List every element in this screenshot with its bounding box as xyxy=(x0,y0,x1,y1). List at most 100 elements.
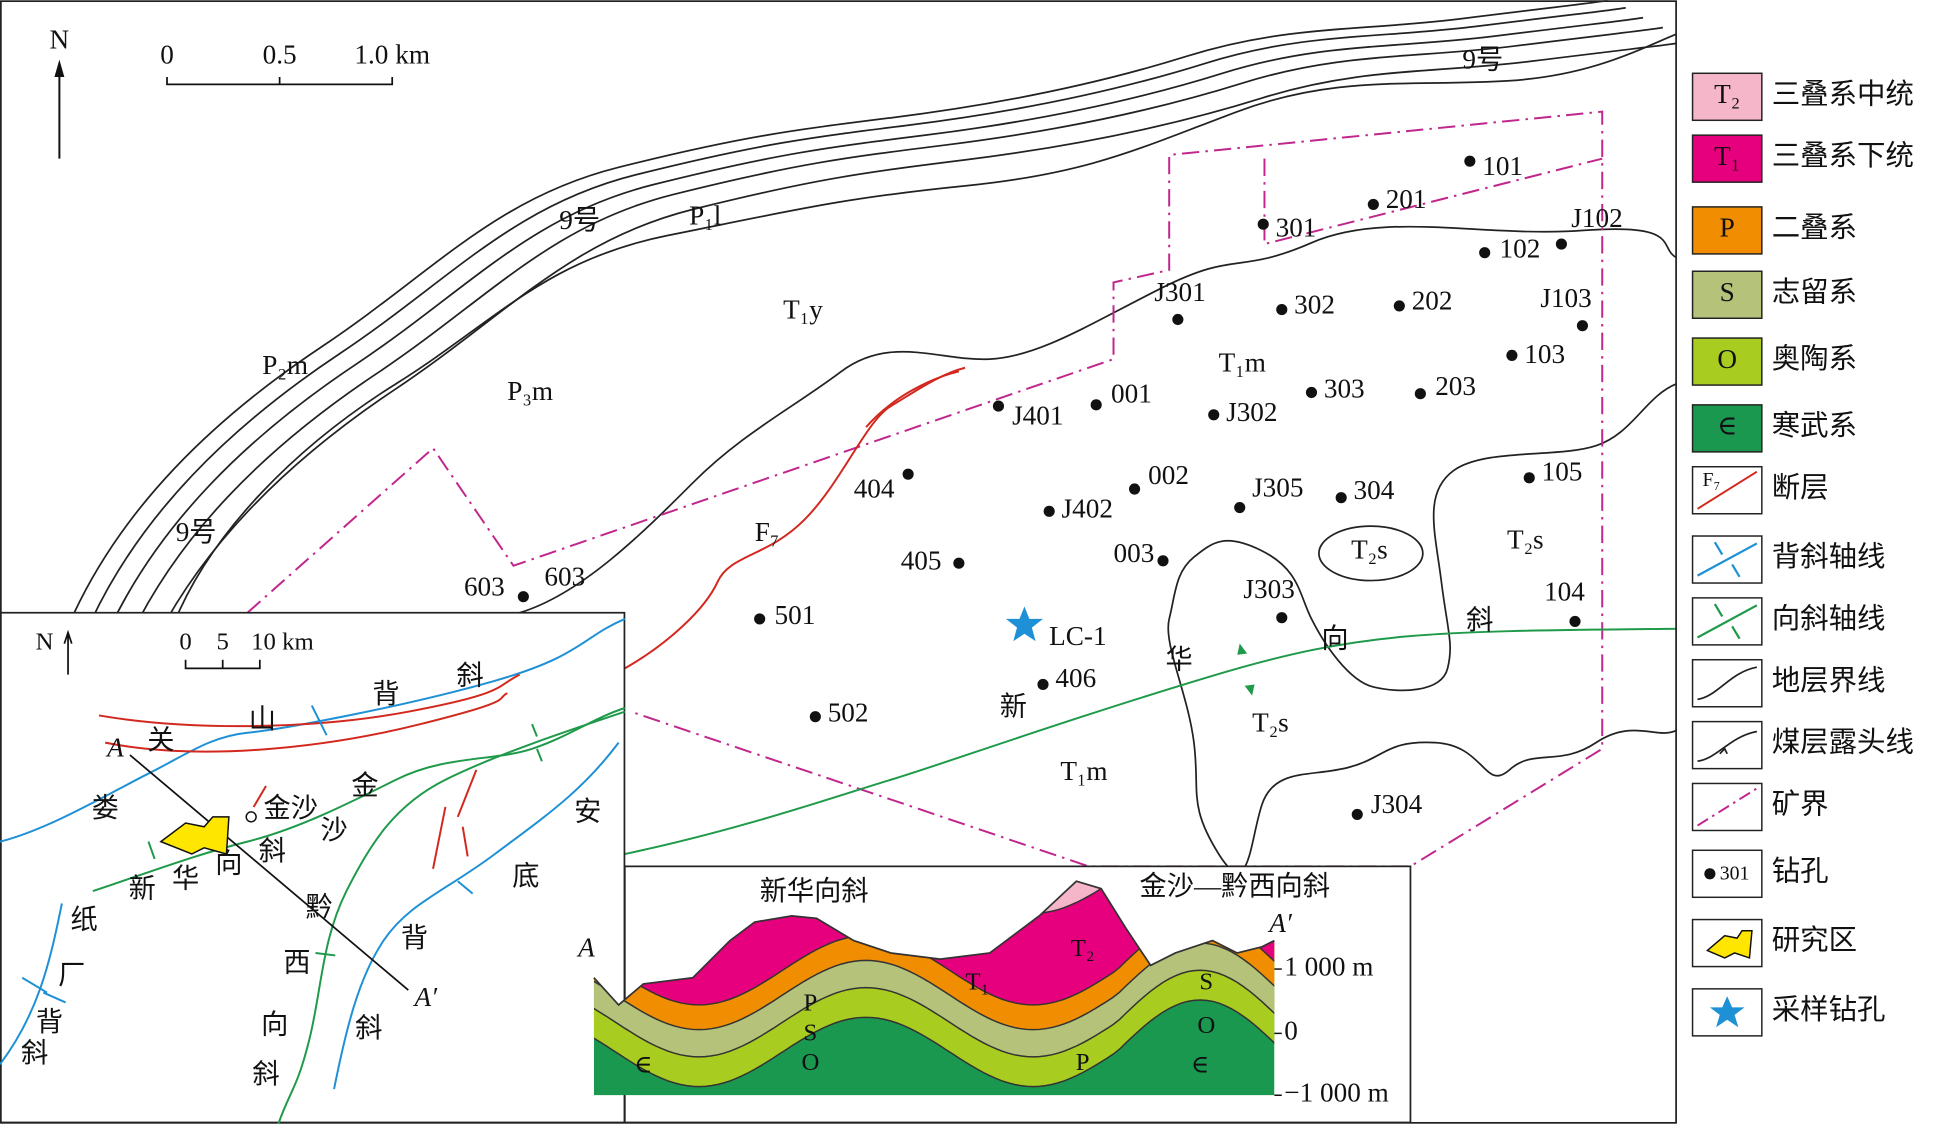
stratum-label: S xyxy=(1199,969,1213,996)
legend-label: 采样钻孔 xyxy=(1772,994,1886,1026)
sample-borehole xyxy=(1005,606,1043,642)
map-label: T₁y xyxy=(783,294,823,324)
borehole xyxy=(1276,612,1288,624)
legend-label: 寒武系 xyxy=(1772,410,1857,442)
borehole xyxy=(1157,555,1169,567)
legend-label: 钻孔 xyxy=(1772,855,1829,887)
inset-label: 背 xyxy=(36,1007,63,1037)
borehole-label: 104 xyxy=(1544,576,1585,606)
stratum-label: O xyxy=(1197,1012,1215,1039)
legend-label: 断层 xyxy=(1772,472,1829,504)
borehole xyxy=(1305,386,1318,399)
inset-label: 纸 xyxy=(71,904,98,934)
inset-label: 向 xyxy=(215,849,242,879)
map-lines xyxy=(54,0,1677,874)
legend-label: 煤层露头线 xyxy=(1772,727,1914,759)
borehole xyxy=(1172,313,1184,326)
section-end: A′ xyxy=(1267,908,1293,938)
borehole xyxy=(953,557,965,569)
legend-code: O xyxy=(1717,344,1737,374)
borehole xyxy=(1257,218,1269,230)
syncline-axis xyxy=(624,627,1677,855)
inset-lines xyxy=(0,618,626,1124)
inset-label: 山 xyxy=(249,704,276,734)
borehole xyxy=(1393,300,1405,312)
map-label: T₁m xyxy=(1060,756,1107,786)
borehole xyxy=(1037,678,1049,691)
scale-label: 0 xyxy=(160,39,174,69)
syncline-arrows xyxy=(1237,643,1255,696)
study-area xyxy=(159,816,230,855)
map-label: T₂s xyxy=(1252,708,1289,738)
coal-seam-lines xyxy=(73,0,1677,656)
map-label: 向 xyxy=(1321,623,1348,653)
map-label: 9号 xyxy=(559,205,600,235)
borehole xyxy=(1208,409,1220,421)
stratum-label: T₂ xyxy=(1071,935,1095,962)
section-end: A xyxy=(105,732,124,762)
stratum-boundary xyxy=(1318,525,1424,582)
legend-code: 301 xyxy=(1720,863,1750,885)
legend-boundary xyxy=(1697,666,1758,701)
stratum-line xyxy=(593,999,1275,1088)
legend-code: S xyxy=(1720,277,1735,307)
stratum-label: T₁ xyxy=(966,969,990,996)
inset-label: 娄 xyxy=(92,793,119,823)
legend-box xyxy=(1691,849,1763,899)
borehole xyxy=(1523,472,1535,484)
borehole-label: 502 xyxy=(828,698,869,728)
borehole xyxy=(517,591,529,603)
borehole xyxy=(1569,615,1581,627)
borehole-label: 405 xyxy=(901,545,942,575)
legend-axis-arrows xyxy=(1713,603,1741,640)
inset-label: 沙 xyxy=(320,815,347,845)
legend-label: 地层界线 xyxy=(1772,665,1886,697)
inset-label: 背 xyxy=(372,679,399,709)
inset-scale-label: 10 km xyxy=(251,628,314,655)
borehole-label: J102 xyxy=(1571,203,1622,233)
legend: T₂ 三叠系中统 T₁ 三叠系下统 P 二叠系 S 志留系 O 奥陶系 ∈ 寒武系 F₇ 断层背斜轴线向斜… xyxy=(1691,72,1914,1037)
legend-box xyxy=(1691,337,1763,386)
map-label: P₂m xyxy=(262,350,308,380)
inset-label: 安 xyxy=(574,797,601,827)
stratum-label: P xyxy=(804,990,818,1017)
inset-label: 厂 xyxy=(58,960,85,990)
section-end: A′ xyxy=(412,982,438,1012)
borehole-label: 105 xyxy=(1542,456,1583,486)
town xyxy=(245,811,257,823)
map-label: LC-1 xyxy=(1049,621,1106,651)
legend-code: ∈ xyxy=(1717,411,1737,441)
inset-label: 斜 xyxy=(252,1059,279,1089)
borehole-label: J303 xyxy=(1243,574,1294,604)
stratum-label: ∈ xyxy=(634,1051,652,1078)
inset-label: 斜 xyxy=(457,661,484,691)
borehole-label: J402 xyxy=(1062,494,1113,524)
map-label: T₁m xyxy=(1219,348,1266,378)
scale-label: 0.5 xyxy=(263,39,297,69)
stratum-boundary xyxy=(172,33,1677,626)
fault xyxy=(624,366,966,670)
legend-label: 志留系 xyxy=(1772,276,1857,308)
elevation-label: 1 000 m xyxy=(1284,951,1373,981)
borehole-label: 603 xyxy=(464,571,505,601)
stratum-label: O xyxy=(801,1049,819,1076)
borehole-label: J305 xyxy=(1252,472,1303,502)
map-label: F₇ xyxy=(755,517,780,547)
borehole-label: J301 xyxy=(1154,277,1205,307)
borehole xyxy=(809,711,821,723)
legend-fault xyxy=(1696,470,1758,510)
map-label: P₃m xyxy=(507,376,553,406)
inset-label: 关 xyxy=(147,725,174,755)
inset-label: 背 xyxy=(401,923,428,953)
legend-axis xyxy=(1696,604,1758,639)
elevation-label: −1 000 m xyxy=(1284,1078,1389,1108)
borehole xyxy=(992,400,1005,412)
legend-study-area xyxy=(1706,929,1753,959)
inset-label: 斜 xyxy=(355,1013,382,1043)
coal-seam-line xyxy=(147,42,1677,656)
inset-scale-label: 0 xyxy=(179,628,191,655)
legend-box xyxy=(1691,659,1763,708)
borehole xyxy=(902,468,914,480)
scale-label: 1.0 km xyxy=(354,39,430,69)
